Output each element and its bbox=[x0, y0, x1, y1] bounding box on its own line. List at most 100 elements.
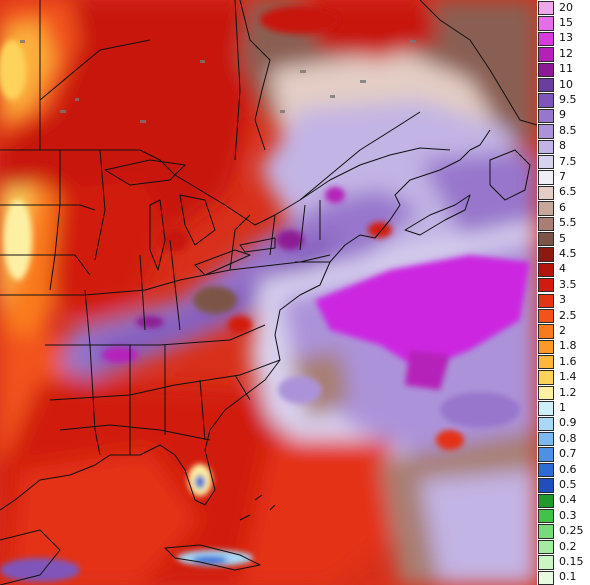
legend-swatch bbox=[538, 539, 554, 555]
legend-label: 0.7 bbox=[559, 447, 577, 461]
border-states-northeast bbox=[229, 200, 346, 271]
legend-swatch bbox=[538, 247, 554, 262]
legend-swatch bbox=[538, 93, 554, 108]
field-magenta-spot-b bbox=[325, 187, 345, 203]
legend-swatch bbox=[538, 355, 554, 370]
legend-row: 8.5 bbox=[537, 123, 590, 139]
legend-row: 13 bbox=[537, 31, 590, 47]
legend-label: 4 bbox=[559, 262, 566, 276]
lake-michigan bbox=[149, 199, 166, 271]
speckle bbox=[410, 40, 416, 43]
legend-row: 9.5 bbox=[537, 92, 590, 108]
legend-swatch bbox=[538, 308, 554, 324]
border-states-north bbox=[0, 149, 106, 291]
legend-swatch bbox=[538, 293, 554, 308]
legend-swatch bbox=[538, 108, 554, 124]
legend-label: 20 bbox=[559, 0, 573, 14]
legend-swatch bbox=[538, 47, 554, 62]
coast-hudson-bay bbox=[239, 0, 271, 151]
legend-label: 12 bbox=[559, 46, 573, 60]
field-newfoundland-violet bbox=[420, 150, 537, 250]
field-brown-spot-ohio bbox=[193, 286, 237, 314]
legend-row: 0.4 bbox=[537, 493, 590, 509]
legend-row: 0.25 bbox=[537, 523, 590, 539]
legend-label: 0.15 bbox=[559, 554, 584, 568]
legend-swatch bbox=[538, 1, 554, 16]
speckle bbox=[360, 80, 366, 83]
legend-swatch bbox=[538, 509, 554, 524]
legend-swatch bbox=[538, 31, 554, 47]
legend-row: 7 bbox=[537, 169, 590, 185]
legend-label: 7.5 bbox=[559, 154, 577, 168]
legend-row: 9 bbox=[537, 108, 590, 124]
legend-label: 10 bbox=[559, 77, 573, 91]
legend-label: 7 bbox=[559, 170, 566, 184]
legend-swatch bbox=[538, 570, 554, 585]
coast-atlantic bbox=[0, 261, 331, 511]
field-blue-cuba bbox=[192, 556, 228, 564]
legend-label: 5 bbox=[559, 231, 566, 245]
legend-swatch bbox=[538, 124, 554, 139]
legend-label: 0.4 bbox=[559, 493, 577, 507]
field-west-orange-band bbox=[0, 180, 70, 360]
legend-label: 0.3 bbox=[559, 508, 577, 522]
legend-row: 0.2 bbox=[537, 539, 590, 555]
legend-label: 8 bbox=[559, 139, 566, 153]
legend-row: 0.7 bbox=[537, 446, 590, 462]
legend-swatch bbox=[538, 62, 554, 77]
legend-row: 2 bbox=[537, 323, 590, 339]
field-violet-patch-east bbox=[440, 392, 520, 428]
legend-row: 0.1 bbox=[537, 570, 590, 585]
legend-label: 0.8 bbox=[559, 431, 577, 445]
lake-speckles bbox=[20, 40, 416, 123]
legend-row: 2.5 bbox=[537, 308, 590, 324]
legend-label: 2 bbox=[559, 323, 566, 337]
legend-label: 11 bbox=[559, 62, 573, 76]
map-boundaries bbox=[0, 0, 537, 585]
legend-row: 7.5 bbox=[537, 154, 590, 170]
legend-swatch bbox=[538, 339, 554, 355]
field-magenta-spot-d bbox=[136, 316, 164, 328]
lake-huron bbox=[179, 194, 216, 246]
speckle bbox=[60, 110, 66, 113]
field-magenta-spot-c bbox=[102, 347, 138, 363]
legend-swatch bbox=[538, 416, 554, 432]
weather-map bbox=[0, 0, 537, 585]
field-red-spot-maine bbox=[368, 222, 392, 238]
speckle bbox=[330, 95, 335, 98]
legend-row: 1.2 bbox=[537, 385, 590, 401]
legend-label: 8.5 bbox=[559, 123, 577, 137]
coast-yucatan bbox=[0, 529, 61, 585]
legend-label: 0.25 bbox=[559, 524, 584, 538]
legend-swatch bbox=[538, 447, 554, 462]
legend-swatch bbox=[538, 401, 554, 416]
field-magenta-tail bbox=[405, 350, 450, 390]
legend-swatch bbox=[538, 324, 554, 339]
field-pale-yellow-north bbox=[0, 40, 26, 100]
legend-label: 9.5 bbox=[559, 93, 577, 107]
legend-row: 1.4 bbox=[537, 369, 590, 385]
legend-row: 15 bbox=[537, 15, 590, 31]
legend-row: 1.6 bbox=[537, 354, 590, 370]
legend-swatch bbox=[538, 201, 554, 216]
map-canvas bbox=[0, 0, 537, 585]
legend-swatch bbox=[538, 524, 554, 539]
lake-superior bbox=[104, 159, 186, 186]
legend-swatch bbox=[538, 555, 554, 570]
legend-row: 4.5 bbox=[537, 246, 590, 262]
field-blue-florida bbox=[195, 475, 205, 489]
field-details bbox=[0, 6, 530, 582]
legend-swatch bbox=[538, 185, 554, 201]
border-us-canada bbox=[0, 111, 421, 226]
legend-row: 0.3 bbox=[537, 508, 590, 524]
legend-row: 5.5 bbox=[537, 216, 590, 231]
field-red-spot-virginia bbox=[228, 316, 252, 334]
speckle bbox=[280, 110, 285, 113]
legend-row: 3.5 bbox=[537, 277, 590, 293]
legend-swatch bbox=[538, 493, 554, 509]
legend-row: 0.6 bbox=[537, 462, 590, 478]
legend-label: 13 bbox=[559, 31, 573, 45]
legend-swatch bbox=[538, 432, 554, 447]
legend-row: 6.5 bbox=[537, 185, 590, 201]
border-states-south bbox=[45, 324, 281, 441]
